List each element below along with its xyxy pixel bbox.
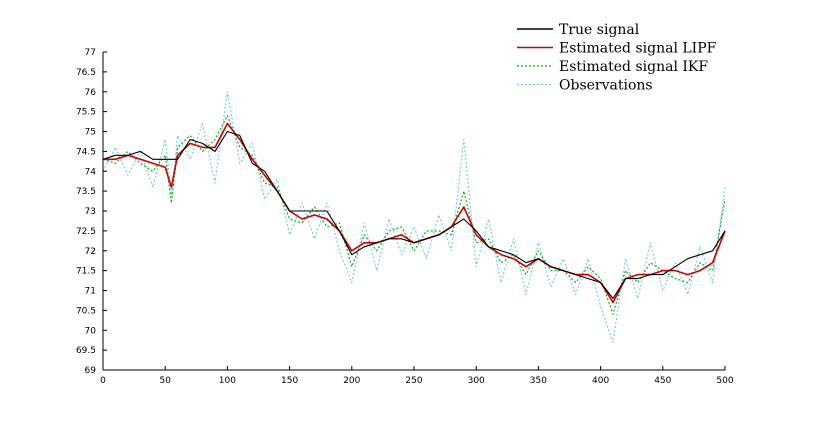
y-tick-label: 69.5	[76, 346, 96, 356]
series-line-true-signal	[102, 130, 726, 300]
y-tick-label: 72.5	[76, 227, 96, 237]
x-tick-label: 0	[100, 376, 106, 386]
y-tick-label: 71	[85, 287, 96, 297]
y-tick-label: 76	[85, 88, 97, 98]
y-tick-label: 69	[85, 366, 97, 376]
y-tick-label: 72	[85, 247, 96, 257]
x-tick-label: 500	[716, 376, 733, 386]
x-tick-label: 250	[405, 376, 422, 386]
legend-label-observations: Observations	[559, 78, 653, 94]
legend-label-true-signal: True signal	[559, 22, 640, 38]
y-tick-label: 76.5	[76, 68, 96, 78]
axes: 0 50 100 150 200 250 300 350 400 450 500 69 69.5 70 70…	[76, 48, 734, 386]
y-tick-label: 70.5	[76, 306, 96, 316]
y-tick-label: 75	[85, 128, 96, 138]
x-tick-label: 150	[281, 376, 298, 386]
y-tick-label: 74.5	[76, 147, 96, 157]
x-tick-label: 200	[343, 376, 360, 386]
legend-label-estimated-signal-ikf: Estimated signal IKF	[559, 59, 708, 75]
series-line-estimated-signal-ikf	[102, 115, 726, 315]
x-tick-label: 400	[592, 376, 609, 386]
y-tick-label: 74	[85, 167, 97, 177]
x-tick-label: 350	[530, 376, 547, 386]
y-tick-label: 71.5	[76, 267, 96, 277]
y-tick-label: 77	[85, 48, 96, 58]
series-line-estimated-signal-lipf	[103, 122, 726, 304]
x-tick-label: 300	[468, 376, 485, 386]
x-tick-label: 50	[159, 376, 171, 386]
y-tick-label: 75.5	[76, 108, 96, 118]
series-layer	[102, 91, 726, 343]
y-tick-label: 73.5	[76, 187, 96, 197]
y-tick-label: 70	[85, 326, 97, 336]
x-tick-label: 450	[654, 376, 671, 386]
series-line-observations	[102, 91, 726, 343]
y-tick-label: 73	[85, 207, 96, 217]
legend: True signal Estimated signal LIPF Estimate…	[517, 22, 717, 94]
legend-label-estimated-signal-lipf: Estimated signal LIPF	[559, 41, 717, 57]
x-tick-label: 100	[219, 376, 236, 386]
